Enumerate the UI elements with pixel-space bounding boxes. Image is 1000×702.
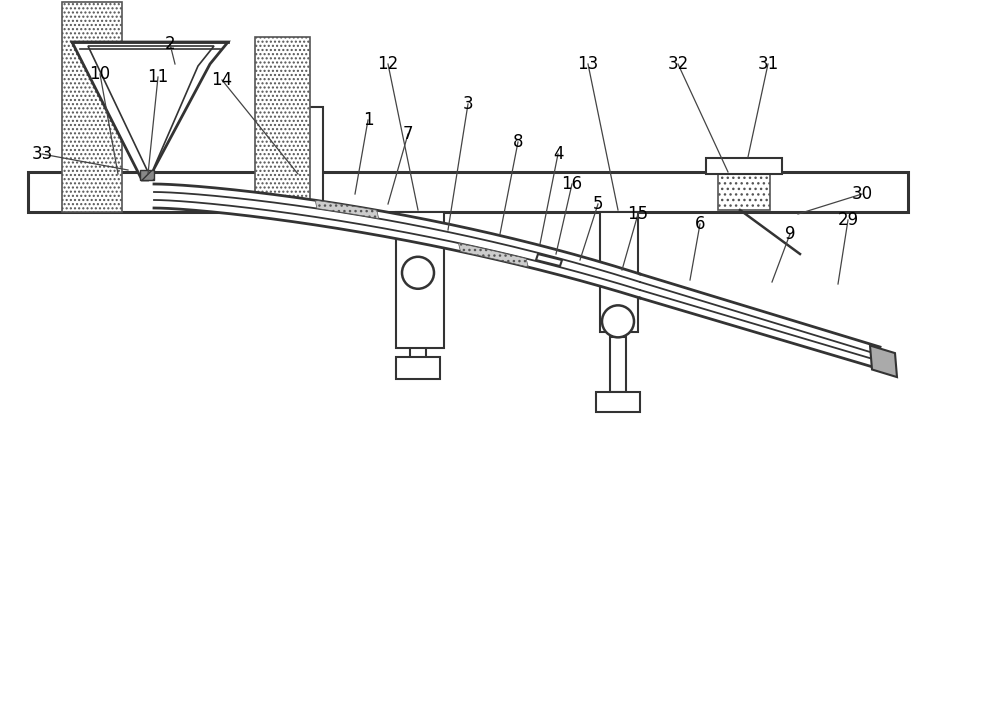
Text: 15: 15 (627, 205, 649, 223)
Polygon shape (154, 184, 640, 298)
Text: 11: 11 (147, 68, 169, 86)
Text: 12: 12 (377, 55, 399, 73)
Text: 3: 3 (463, 95, 473, 113)
Bar (28, 172, 908, 212)
Polygon shape (640, 274, 880, 369)
Text: 6: 6 (695, 215, 705, 233)
Text: 1: 1 (363, 111, 373, 129)
Bar (600, 212, 638, 332)
Text: 2: 2 (165, 35, 175, 53)
Bar (62, 2, 122, 212)
Polygon shape (870, 345, 897, 377)
Text: 31: 31 (757, 55, 779, 73)
Bar (140, 170, 154, 180)
Polygon shape (458, 243, 528, 267)
Bar (610, 338, 626, 392)
Text: 4: 4 (553, 145, 563, 163)
Polygon shape (88, 46, 214, 172)
Text: 13: 13 (577, 55, 599, 73)
Text: 9: 9 (785, 225, 795, 243)
Text: 16: 16 (561, 175, 583, 193)
Text: 33: 33 (31, 145, 53, 163)
Text: 10: 10 (89, 65, 111, 83)
Bar (410, 289, 426, 359)
Text: 29: 29 (837, 211, 859, 229)
Bar (255, 37, 310, 212)
Polygon shape (536, 254, 562, 266)
Bar (718, 174, 770, 210)
Polygon shape (315, 200, 379, 218)
Polygon shape (72, 42, 228, 180)
Text: 14: 14 (211, 71, 233, 89)
Text: 5: 5 (593, 195, 603, 213)
Text: 8: 8 (513, 133, 523, 151)
Text: 7: 7 (403, 125, 413, 143)
Bar (278, 107, 323, 212)
Text: 32: 32 (667, 55, 689, 73)
Bar (706, 158, 782, 174)
Circle shape (402, 257, 434, 289)
Circle shape (602, 305, 634, 338)
Bar (396, 357, 440, 379)
Bar (596, 392, 640, 412)
Bar (396, 212, 444, 348)
Text: 30: 30 (851, 185, 873, 203)
